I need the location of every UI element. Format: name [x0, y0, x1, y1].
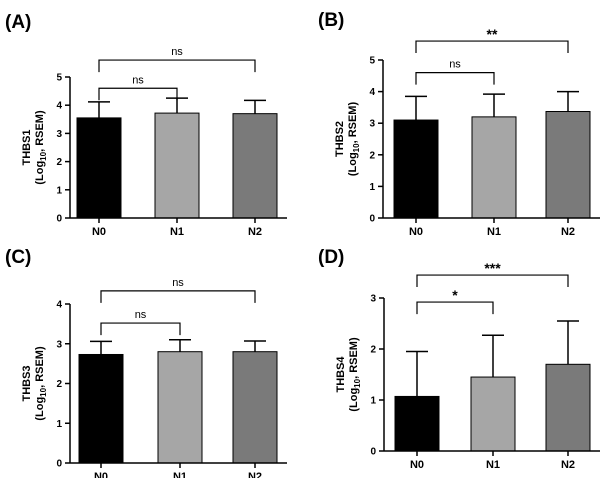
- y-tick-label: 1: [369, 182, 375, 193]
- y-tick-label: 2: [56, 157, 62, 168]
- y-tick-label: 2: [369, 150, 375, 161]
- y-tick-label: 1: [56, 419, 62, 430]
- y-tick-label: 0: [56, 459, 62, 470]
- bar-n1: [470, 376, 516, 452]
- y-axis-label-unit: (Log10, RSEM): [34, 346, 48, 421]
- y-axis-label-unit: (Log10, RSEM): [34, 110, 48, 185]
- chart-panel-1: (A) 0 1 2 3 4 5 N0 N1 N2 THBS1(Log10, RSEM) ns ns: [5, 12, 287, 238]
- x-tick-label: N1: [170, 226, 184, 238]
- y-tick-label: 2: [370, 345, 376, 356]
- bar-n1: [154, 112, 200, 219]
- significance-bracket: [100, 290, 256, 303]
- y-axis-label-part: , RSEM): [34, 110, 46, 152]
- chart-panel-3: (C) 0 1 2 3 4 N0 N1 N2 THBS3(Log10, RSEM) ns ns: [5, 247, 287, 478]
- chart-panel-2: (B) 0 1 2 3 4 5 N0 N1 N2 THBS2(Log10, RSEM) ns **: [318, 10, 600, 238]
- y-tick-label: 0: [56, 214, 62, 225]
- bar-n0: [394, 395, 440, 452]
- x-tick-label: N0: [410, 459, 424, 471]
- bar-n1: [157, 351, 203, 464]
- significance-label: *: [452, 287, 458, 303]
- y-tick-label: 4: [56, 101, 62, 112]
- y-tick-label: 1: [56, 185, 62, 196]
- significance-bracket: [415, 72, 495, 85]
- x-tick-label: N0: [409, 226, 423, 238]
- panel-label: (C): [5, 247, 31, 268]
- significance-label: ns: [135, 309, 147, 321]
- bar-n0: [76, 117, 122, 219]
- bar-n2: [545, 111, 591, 219]
- bar-n2: [545, 363, 591, 452]
- y-tick-label: 0: [369, 214, 375, 225]
- y-axis-label-subscript: 10: [39, 151, 48, 160]
- significance-label: ns: [171, 46, 183, 58]
- y-axis-label-part: (Log: [347, 152, 359, 176]
- y-axis-label-part: (Log: [34, 161, 46, 185]
- y-axis-label-part: , RSEM): [347, 102, 359, 144]
- y-axis-label-subscript: 10: [39, 387, 48, 396]
- y-tick-label: 3: [56, 129, 62, 140]
- y-axis-label-part: (Log: [348, 388, 360, 412]
- y-tick-label: 4: [56, 300, 62, 311]
- y-axis-label-gene: THBS3: [21, 365, 33, 401]
- significance-label: ***: [484, 260, 501, 276]
- bar-n2: [232, 351, 278, 464]
- significance-label: ns: [449, 59, 461, 71]
- y-axis-label-subscript: 10: [353, 378, 362, 387]
- significance-bracket: [98, 59, 256, 73]
- y-tick-label: 4: [369, 87, 375, 98]
- x-tick-label: N0: [92, 226, 106, 238]
- y-tick-label: 5: [369, 56, 375, 67]
- bar-n1: [471, 116, 517, 219]
- bar-n0: [393, 119, 439, 219]
- x-tick-label: N0: [94, 471, 108, 478]
- x-tick-label: N1: [173, 471, 187, 478]
- y-tick-label: 3: [369, 119, 375, 130]
- y-tick-label: 0: [370, 447, 376, 458]
- y-axis-label-subscript: 10: [352, 143, 361, 152]
- y-axis-label-part: , RSEM): [34, 346, 46, 388]
- y-tick-label: 5: [56, 73, 62, 84]
- x-tick-label: N2: [248, 471, 262, 478]
- bar-n2: [232, 113, 278, 219]
- significance-label: ns: [132, 74, 144, 86]
- x-tick-label: N1: [486, 459, 500, 471]
- panel-label: (B): [318, 10, 344, 31]
- significance-bracket: [415, 40, 569, 54]
- y-tick-label: 2: [56, 379, 62, 390]
- panel-label: (A): [5, 12, 31, 33]
- y-axis-label-part: (Log: [34, 397, 46, 421]
- y-axis-label-gene: THBS2: [334, 121, 346, 157]
- y-tick-label: 3: [56, 339, 62, 350]
- y-tick-label: 3: [370, 294, 376, 305]
- y-axis-label-gene: THBS1: [21, 129, 33, 165]
- significance-bracket: [100, 322, 181, 336]
- y-axis-label-part: , RSEM): [348, 337, 360, 379]
- x-tick-label: N1: [487, 226, 501, 238]
- significance-bracket: [98, 87, 178, 101]
- x-tick-label: N2: [561, 226, 575, 238]
- y-axis-label-gene: THBS4: [335, 356, 347, 393]
- significance-label: ns: [172, 277, 184, 289]
- bar-n0: [78, 353, 124, 464]
- x-tick-label: N2: [248, 226, 262, 238]
- y-axis-label-unit: (Log10, RSEM): [348, 337, 362, 412]
- x-tick-label: N2: [561, 459, 575, 471]
- significance-label: **: [487, 26, 498, 42]
- significance-bracket: [416, 274, 569, 288]
- y-axis-label-unit: (Log10, RSEM): [347, 102, 361, 177]
- y-tick-label: 1: [370, 396, 376, 407]
- significance-bracket: [416, 301, 494, 315]
- panel-label: (D): [318, 247, 344, 268]
